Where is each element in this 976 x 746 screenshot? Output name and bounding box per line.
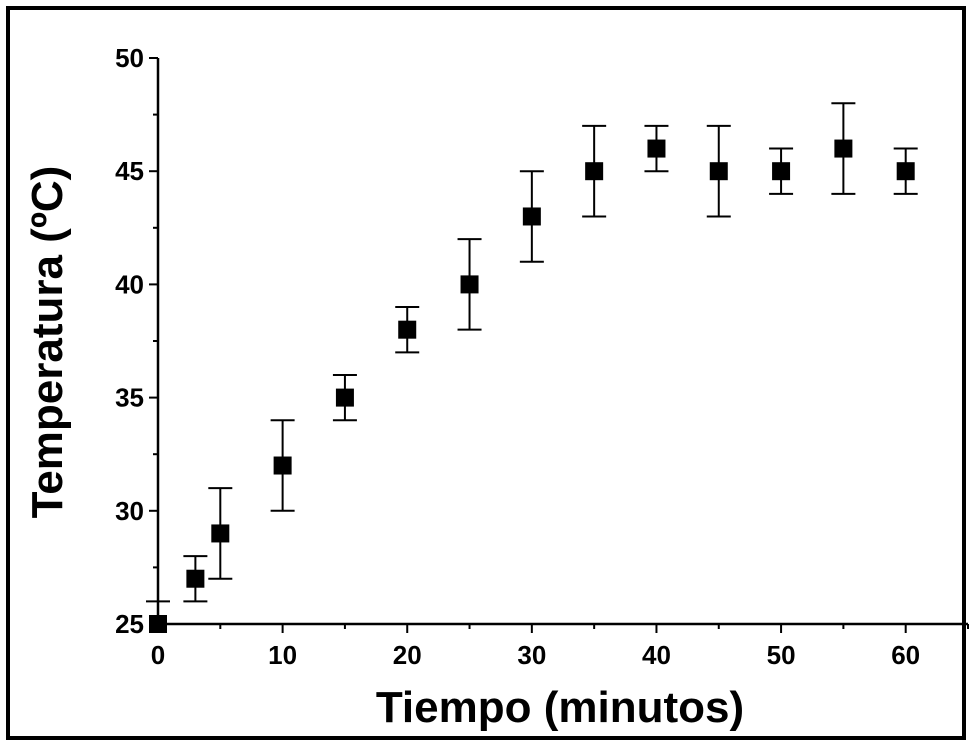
x-tick-label: 0 — [151, 640, 165, 670]
data-point — [211, 524, 230, 543]
y-tick-label: 25 — [115, 609, 144, 639]
data-point — [186, 569, 205, 588]
data-point — [834, 139, 853, 158]
data-point — [585, 162, 604, 181]
data-point — [398, 320, 417, 339]
data-point — [522, 207, 541, 226]
data-points — [149, 139, 915, 633]
x-tick-label: 50 — [767, 640, 796, 670]
data-point — [896, 162, 915, 181]
x-tick-label: 20 — [393, 640, 422, 670]
data-point — [149, 615, 167, 633]
x-tick-label: 40 — [642, 640, 671, 670]
figure-frame — [6, 6, 966, 740]
y-axis-title: Temperatura (ºC) — [23, 166, 72, 519]
x-tick-label: 30 — [517, 640, 546, 670]
data-point — [772, 162, 791, 181]
x-axis-title: Tiempo (minutos) — [376, 683, 744, 732]
error-bars — [146, 102, 918, 624]
y-tick-label: 40 — [115, 269, 144, 299]
data-point — [647, 139, 666, 158]
x-axis-ticks: 0 10 20 30 40 50 60 — [151, 624, 969, 670]
data-point — [709, 162, 728, 181]
x-tick-label: 60 — [891, 640, 920, 670]
data-point — [335, 388, 354, 407]
data-point — [273, 456, 292, 475]
y-tick-label: 30 — [115, 496, 144, 526]
y-tick-label: 50 — [115, 43, 144, 73]
data-point — [460, 275, 479, 294]
x-tick-label: 10 — [268, 640, 297, 670]
y-tick-label: 45 — [115, 156, 144, 186]
y-tick-label: 35 — [115, 383, 144, 413]
y-axis-ticks: 25 30 35 40 45 50 — [115, 43, 158, 639]
